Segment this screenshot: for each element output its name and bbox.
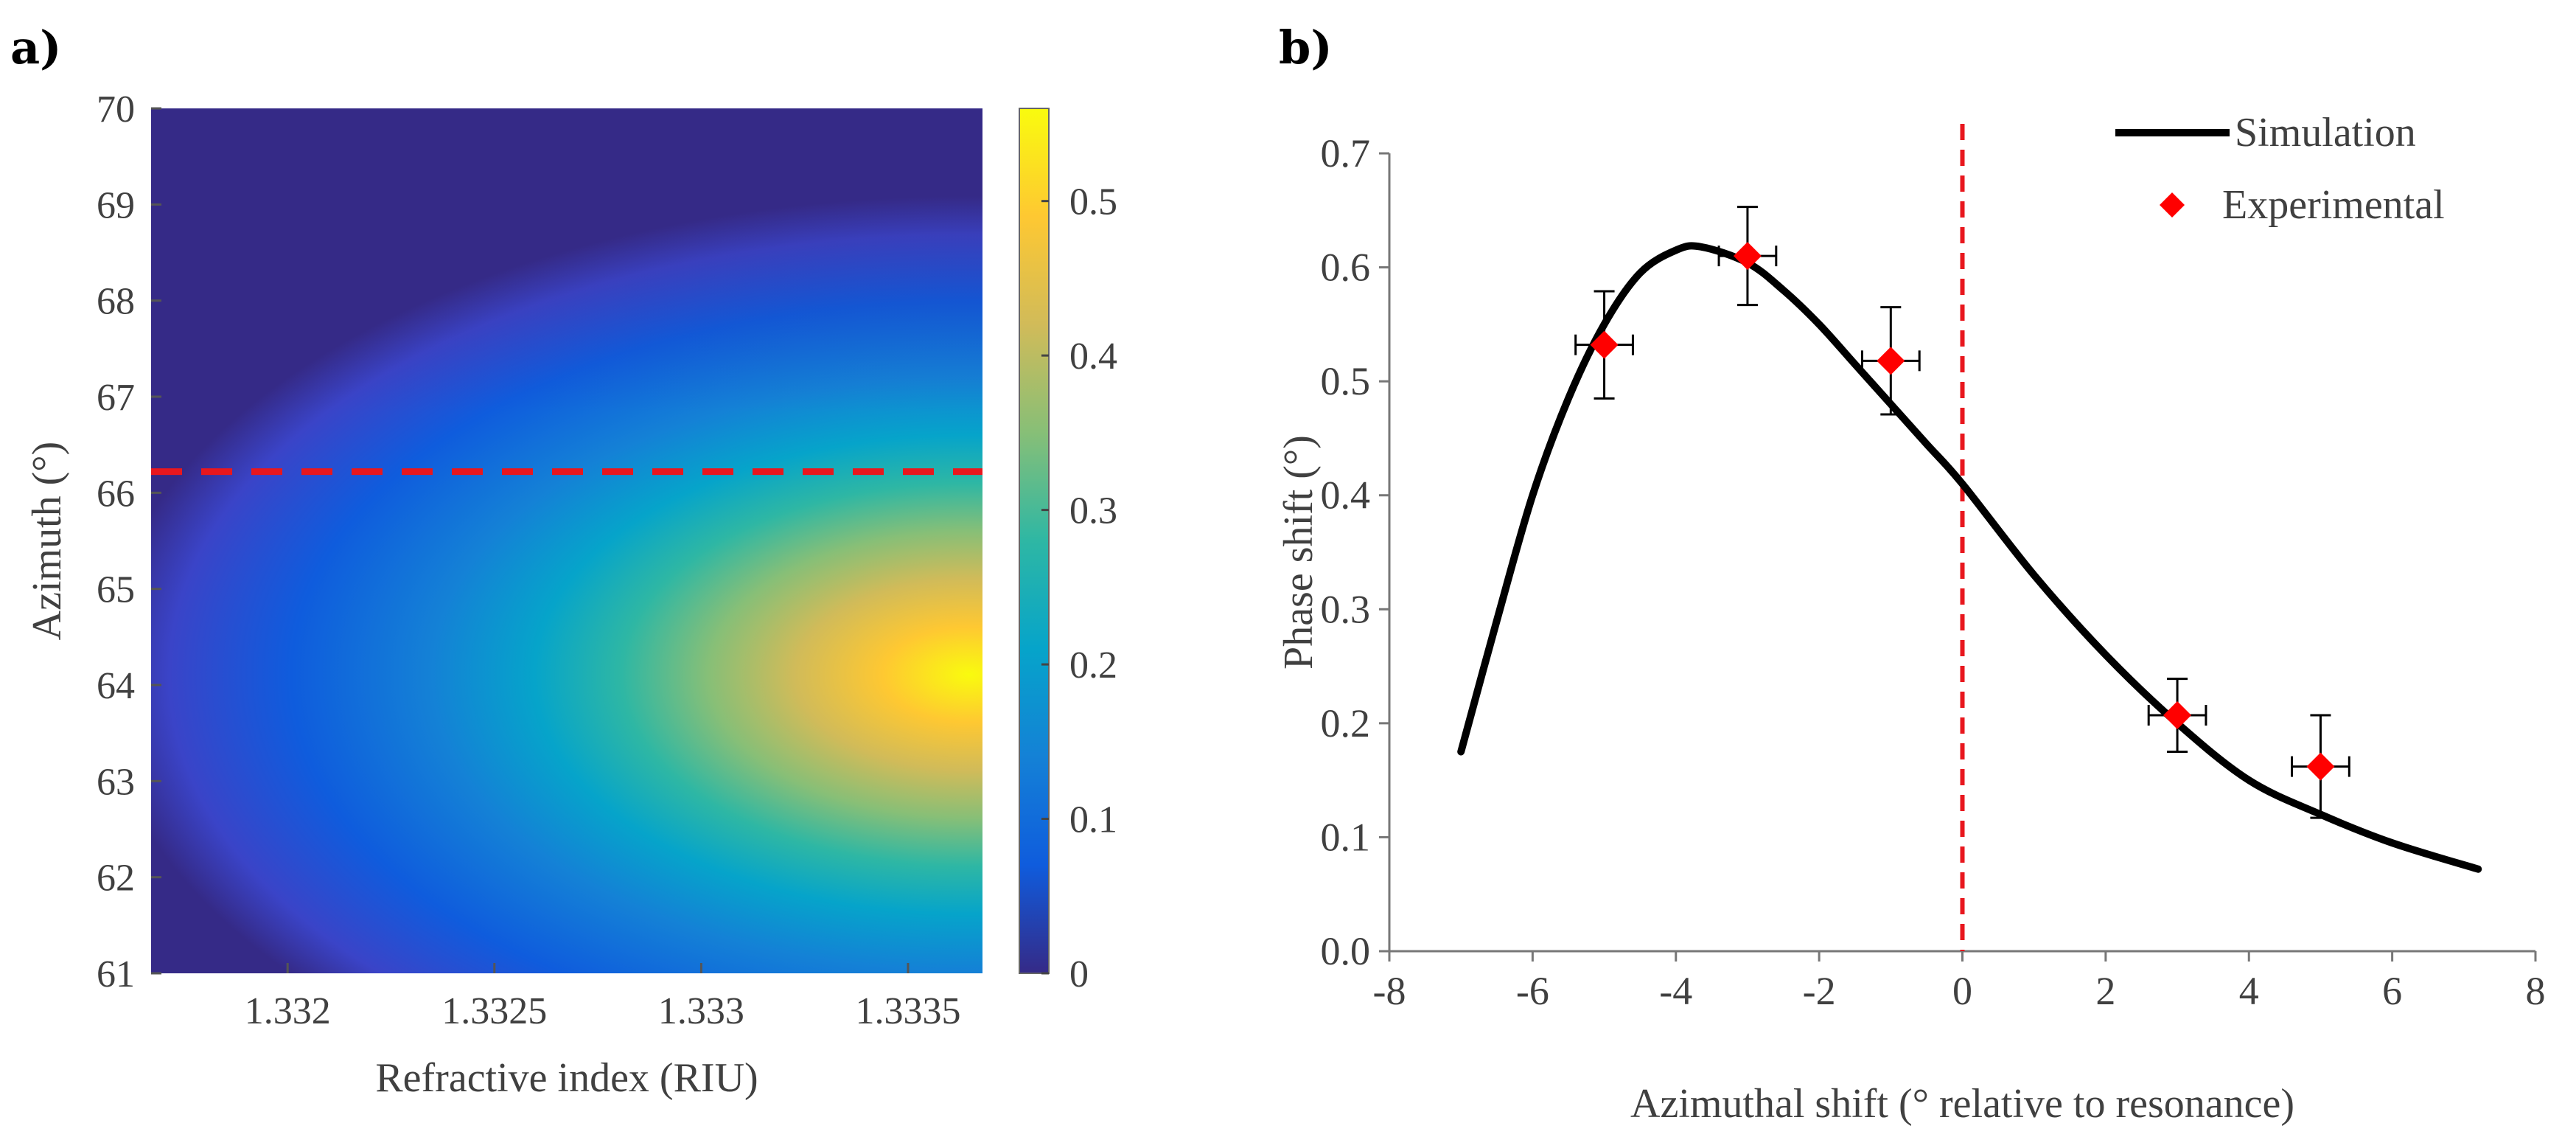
legend-simulation-label: Simulation [2235, 110, 2416, 156]
scatter-y-tick-label: 0.4 [1321, 473, 1371, 518]
legend: Simulation Experimental [2115, 110, 2445, 228]
heatmap-x-ticks: 1.332 1.3325 1.333 1.3335 [245, 963, 960, 1032]
scatter-y-tick-label: 0.0 [1321, 929, 1371, 973]
scatter-y-tick-label: 0.2 [1321, 701, 1371, 745]
heatmap-shade [151, 108, 982, 973]
scatter-y-tick-label: 0.3 [1321, 587, 1371, 631]
scatter-y-tick-label: 0.6 [1321, 246, 1371, 290]
legend-experimental-label: Experimental [2222, 182, 2445, 228]
experimental-point [2306, 752, 2335, 781]
heatmap-y-tick-label: 64 [97, 665, 135, 707]
panel-a-label: a) [10, 21, 62, 74]
scatter-y-tick-label: 0.5 [1321, 359, 1371, 403]
scatter-x-tick-label: 2 [2095, 969, 2115, 1013]
heatmap-x-tick-label: 1.333 [658, 990, 744, 1032]
scatter-x-tick-label: 8 [2526, 969, 2546, 1013]
scatter-x-ticks: -8 -6 -4 -2 0 2 4 6 8 [1373, 951, 2546, 1013]
heatmap-y-tick-label: 70 [97, 88, 135, 131]
colorbar-tick-label: 0.5 [1069, 181, 1117, 223]
heatmap-x-axis-label: Refractive index (RIU) [375, 1055, 758, 1101]
colorbar-tick-label: 0 [1069, 953, 1089, 995]
heatmap-y-tick-label: 69 [97, 184, 135, 226]
colorbar-ticks: 0 0.1 0.2 0.3 0.4 0.5 [1041, 181, 1117, 995]
panel-a: a) 61 62 63 64 65 66 67 68 69 70 1.332 1.3325 1.333… [10, 21, 1117, 1101]
scatter-y-tick-label: 0.7 [1321, 131, 1371, 175]
heatmap-y-tick-label: 68 [97, 281, 135, 323]
scatter-x-tick-label: -6 [1516, 969, 1549, 1013]
panel-b-label: b) [1279, 21, 1333, 74]
scatter-x-tick-label: 6 [2382, 969, 2402, 1013]
colorbar-tick-label: 0.1 [1069, 799, 1117, 841]
scatter-x-tick-label: -4 [1659, 969, 1692, 1013]
experimental-point [1877, 347, 1905, 375]
experimental-point [1590, 330, 1619, 359]
panel-b: b) 0.0 0.1 0.2 0.3 0.4 0.5 0.6 0.7 -8 -6 -4 -2 0 2 4 6… [1276, 21, 2546, 1127]
heatmap-x-tick-label: 1.3335 [855, 990, 960, 1032]
heatmap-y-tick-label: 63 [97, 761, 135, 803]
experimental-point [2163, 701, 2192, 730]
experimental-points [1574, 206, 2350, 819]
scatter-x-tick-label: 4 [2239, 969, 2259, 1013]
scatter-y-tick-label: 0.1 [1321, 815, 1371, 859]
scatter-x-tick-label: -2 [1803, 969, 1836, 1013]
heatmap-y-axis-label: Azimuth (°) [24, 442, 70, 641]
scatter-y-axis-label: Phase shift (°) [1276, 435, 1322, 670]
colorbar [1019, 108, 1050, 974]
experimental-point [1733, 242, 1762, 271]
scatter-x-tick-label: -8 [1373, 969, 1406, 1013]
heatmap-y-tick-label: 61 [97, 953, 135, 995]
colorbar-tick-label: 0.4 [1069, 335, 1117, 378]
colorbar-tick-label: 0.3 [1069, 490, 1117, 532]
heatmap-y-tick-label: 66 [97, 473, 135, 515]
heatmap-x-tick-label: 1.3325 [441, 990, 547, 1032]
scatter-x-axis-label: Azimuthal shift (° relative to resonance… [1630, 1081, 2294, 1127]
simulation-curve [1457, 242, 2482, 873]
heatmap-y-tick-label: 67 [97, 377, 135, 419]
heatmap-y-tick-label: 65 [97, 569, 135, 611]
scatter-x-tick-label: 0 [1952, 969, 1972, 1013]
heatmap-y-ticks: 61 62 63 64 65 66 67 68 69 70 [97, 88, 161, 995]
heatmap-x-tick-label: 1.332 [245, 990, 331, 1032]
legend-experimental-swatch [2160, 192, 2185, 218]
heatmap-y-tick-label: 62 [97, 858, 135, 900]
colorbar-tick-label: 0.2 [1069, 644, 1117, 686]
scatter-y-ticks: 0.0 0.1 0.2 0.3 0.4 0.5 0.6 0.7 [1321, 131, 1389, 973]
